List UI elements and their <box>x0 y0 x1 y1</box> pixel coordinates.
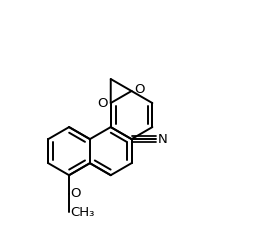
Text: O: O <box>98 97 108 110</box>
Text: CH₃: CH₃ <box>70 206 94 219</box>
Text: O: O <box>70 187 81 200</box>
Text: O: O <box>134 83 145 97</box>
Text: N: N <box>157 133 167 146</box>
